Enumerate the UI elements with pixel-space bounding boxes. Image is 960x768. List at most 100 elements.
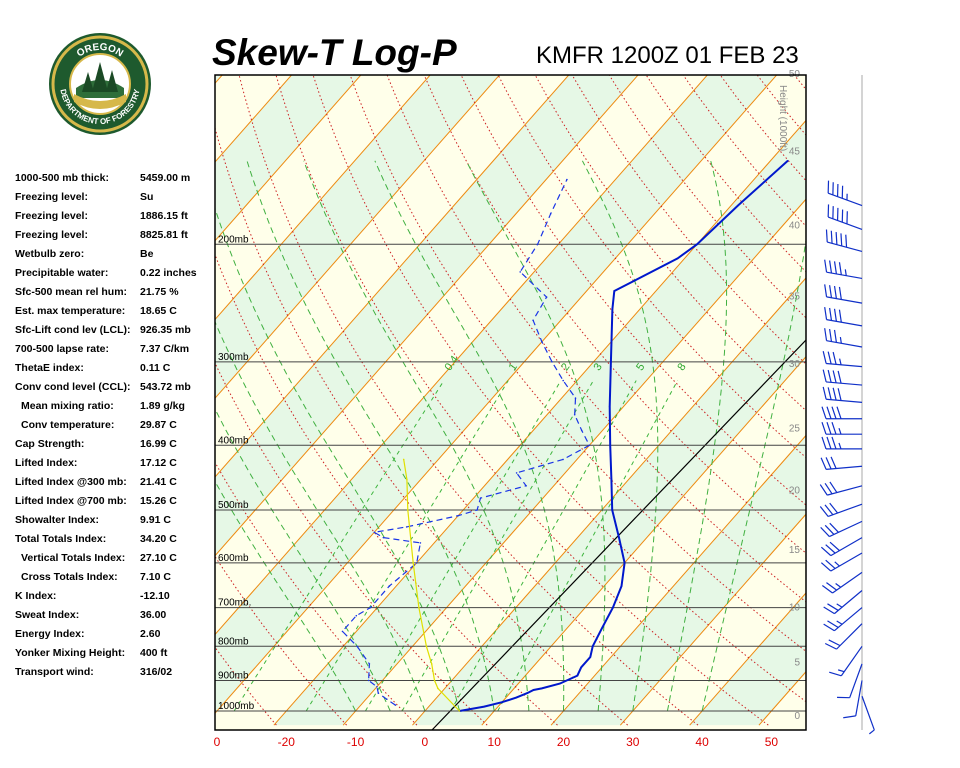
height-tick-label: 20 (789, 485, 801, 496)
index-value: 15.26 C (140, 495, 177, 507)
mixing-ratio-label: 1 (507, 361, 520, 373)
parcel-point (407, 509, 409, 511)
barb-flag (836, 406, 842, 419)
barb-flag (822, 386, 827, 400)
index-label: Lifted Index: (15, 457, 78, 469)
parcel-point (418, 606, 420, 609)
index-row: Freezing level: 1886.15 ft (15, 207, 215, 226)
index-label: Freezing level: (15, 191, 88, 203)
wind-barb (819, 481, 863, 496)
barb-flag (821, 422, 827, 435)
index-row: Yonker Mixing Height: 400 ft (15, 644, 215, 663)
isotherm (215, 75, 778, 715)
index-row: Energy Index: 2.60 (15, 625, 215, 644)
wind-barb (821, 436, 862, 450)
barb-staff (826, 271, 863, 280)
barb-staff (834, 590, 863, 615)
parcel-point (458, 710, 461, 712)
parcel-point (430, 663, 433, 665)
barb-flag (824, 642, 837, 650)
index-value: 36.00 (140, 609, 167, 621)
dry-adiabat (806, 43, 960, 725)
isotherm (215, 75, 293, 163)
barb-flag (829, 541, 840, 552)
height-axis-label: Height (1000ft) (777, 85, 788, 151)
background-bands (215, 75, 806, 730)
moist-adiabat (581, 160, 659, 712)
barb-flag (830, 230, 833, 244)
index-value: 21.41 C (140, 476, 177, 488)
barb-flag (829, 307, 833, 321)
pressure-label: 600mb (218, 553, 249, 564)
index-row: K Index: -12.10 (15, 587, 215, 606)
dry-adiabat (215, 461, 418, 726)
index-label: Freezing level: (15, 210, 88, 222)
barb-flag (838, 286, 842, 300)
x-tick-label: -10 (347, 735, 365, 749)
mixing-ratio-label: 2 (559, 361, 572, 373)
wind-barb (822, 351, 863, 368)
barb-flag (831, 436, 837, 450)
isotherm (550, 434, 806, 726)
dewpoint-point (388, 585, 391, 587)
barb-half-flag (837, 669, 845, 673)
dry-adiabat (0, 43, 136, 725)
mixing-ratio-line (305, 380, 509, 712)
moist-adiabat (246, 160, 495, 712)
wind-barb (821, 406, 862, 420)
barb-flag (826, 582, 837, 591)
barb-staff (849, 663, 863, 698)
x-tick-label: 10 (488, 735, 502, 749)
isotherm (215, 75, 223, 85)
barb-staff (834, 607, 863, 632)
height-tick-label: 10 (789, 602, 801, 613)
height-tick-label: 15 (789, 545, 801, 556)
index-label: Vertical Totals Index: (21, 552, 126, 564)
index-value: -12.10 (140, 590, 170, 602)
barb-flag (819, 506, 829, 517)
barb-staff (826, 319, 863, 327)
barb-half-flag (834, 561, 840, 567)
wind-barb (822, 369, 863, 386)
index-value: 1.89 g/kg (140, 400, 185, 412)
barb-flag (821, 436, 827, 450)
dewpoint-point (541, 341, 543, 343)
dewpoint-point (376, 686, 378, 688)
barb-flag (830, 456, 837, 469)
barb-flag (832, 387, 837, 401)
wind-barb (829, 645, 863, 677)
dewpoint-point (588, 444, 591, 447)
barb-flag (835, 232, 838, 245)
parcel-line (403, 459, 460, 712)
barb-flag (827, 620, 839, 629)
index-row: Wetbulb zero: Be (15, 245, 215, 264)
temperature-point (611, 308, 614, 310)
index-label: Conv cond level (CCL): (15, 381, 131, 393)
temperature-point (580, 666, 582, 669)
barb-flag (820, 457, 827, 470)
barb-staff (826, 398, 863, 403)
logo-top-text: OREGON (75, 42, 125, 60)
x-tick-label: 30 (626, 735, 640, 749)
mixing-ratio-label: 3 (591, 361, 604, 373)
isotherm (342, 198, 806, 726)
temperature-point (623, 562, 626, 564)
barb-staff (826, 465, 863, 470)
x-tick-label: 0 (422, 735, 429, 749)
moist-adiabat (215, 320, 426, 712)
pressure-label: 300mb (218, 352, 249, 363)
temperature-point (613, 290, 616, 292)
index-row: Cap Strength: 16.99 C (15, 435, 215, 454)
index-row: Vertical Totals Index: 27.10 C (15, 549, 215, 568)
barb-staff (826, 340, 863, 348)
height-tick-label: 30 (789, 359, 801, 370)
moist-adiabat (215, 408, 391, 712)
temperature-band (215, 75, 223, 84)
barb-staff (836, 623, 863, 650)
index-label: Sweat Index: (15, 609, 80, 621)
temperature-point (676, 257, 679, 260)
index-row: Freezing level: 8825.81 ft (15, 226, 215, 245)
height-tick-label: 25 (789, 423, 801, 434)
wind-barb (837, 663, 863, 699)
height-tick-label: 45 (789, 147, 801, 158)
